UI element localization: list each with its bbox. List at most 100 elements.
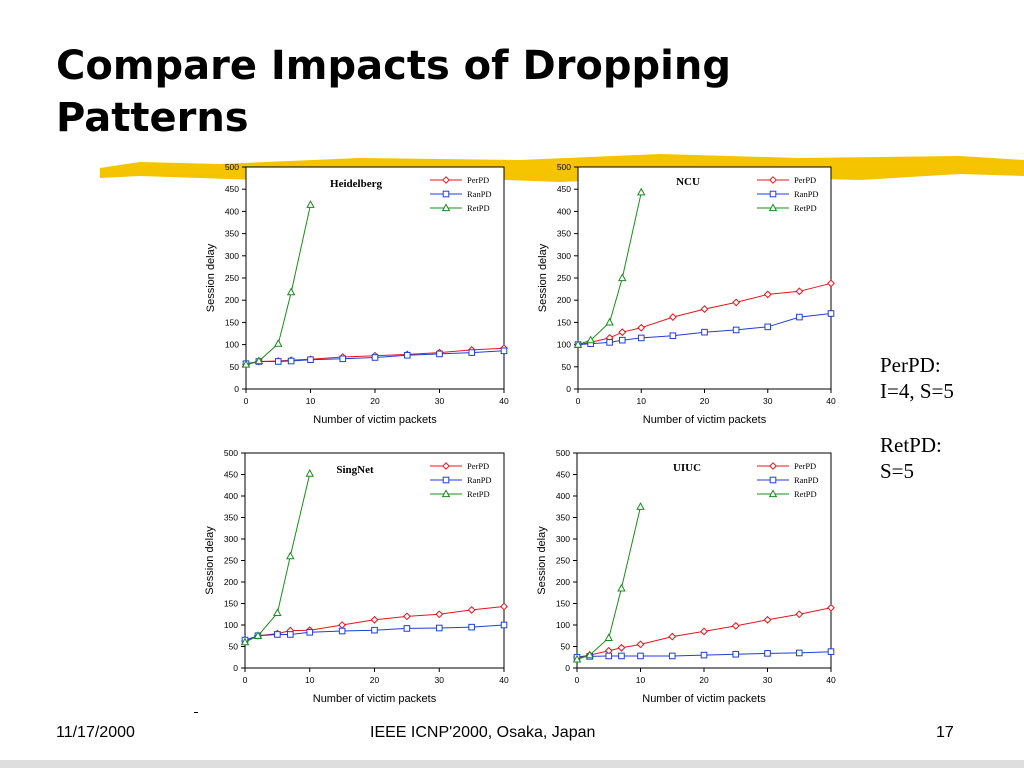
footer-rule (0, 760, 1024, 768)
data-point-ranpd (371, 626, 378, 634)
y-tick-label: 0 (566, 384, 571, 394)
chart-title: Heidelberg (330, 178, 382, 190)
data-point-ranpd (764, 650, 771, 657)
data-point-retpd (637, 187, 646, 196)
data-point-retpd (617, 583, 626, 592)
data-point-retpd (274, 339, 283, 347)
data-point-ranpd (701, 328, 708, 336)
y-tick-label: 300 (556, 534, 570, 544)
x-tick-label: 10 (306, 396, 316, 406)
x-tick-label: 20 (700, 396, 710, 406)
y-tick-label: 300 (557, 251, 571, 261)
data-point-ranpd (795, 649, 803, 657)
y-tick-label: 350 (556, 513, 570, 523)
legend-label-perpd: PerPD (467, 461, 489, 471)
y-tick-label: 100 (224, 620, 238, 630)
legend-swatch-marker (769, 176, 777, 184)
data-point-perpd (617, 643, 626, 652)
x-tick-label: 20 (370, 396, 380, 406)
data-point-ranpd (468, 623, 475, 631)
y-tick-label: 450 (224, 470, 238, 480)
data-point-retpd (572, 654, 582, 663)
y-tick-label: 200 (224, 577, 238, 587)
y-axis-label: Session delay (536, 526, 548, 595)
legend-swatch-marker (769, 190, 777, 198)
y-tick-label: 100 (557, 340, 571, 350)
y-tick-label: 450 (556, 470, 570, 480)
data-point-ranpd (436, 350, 443, 358)
y-tick-label: 300 (224, 534, 238, 544)
y-tick-label: 150 (557, 317, 571, 327)
data-point-ranpd (500, 347, 508, 355)
y-tick-label: 250 (225, 273, 239, 283)
legend-label-ranpd: RanPD (794, 475, 819, 485)
data-point-retpd (305, 469, 314, 477)
data-point-perpd (763, 615, 772, 624)
data-point-retpd (254, 356, 264, 365)
y-axis-label: Session delay (204, 526, 216, 595)
legend-label-ranpd: RanPD (794, 189, 819, 199)
y-tick-label: 350 (225, 229, 239, 239)
retpd-note: RetPD: S=5 (880, 432, 1020, 484)
chart-title: SingNet (336, 464, 374, 476)
data-point-ranpd (764, 323, 772, 331)
data-point-ranpd (827, 310, 835, 317)
x-tick-label: 40 (499, 396, 509, 406)
y-tick-label: 250 (556, 556, 570, 566)
x-tick-label: 0 (576, 396, 581, 406)
data-point-ranpd (606, 339, 613, 346)
perpd-note-label: PerPD: (880, 353, 941, 377)
data-point-perpd (370, 615, 379, 624)
data-point-retpd (636, 502, 645, 510)
y-tick-label: 200 (556, 577, 570, 587)
x-tick-label: 30 (435, 675, 445, 685)
data-point-ranpd (338, 627, 346, 635)
plot-area (577, 166, 832, 390)
data-point-perpd (827, 279, 835, 288)
y-tick-label: 200 (557, 295, 571, 305)
legend-label-retpd: RetPD (467, 203, 490, 213)
data-point-retpd (240, 637, 250, 646)
slide-title: Compare Impacts of Dropping Patterns (56, 40, 956, 144)
data-point-ranpd (732, 650, 740, 658)
data-point-ranpd (287, 631, 294, 638)
data-point-perpd (700, 305, 709, 313)
data-point-perpd (763, 290, 772, 299)
data-point-perpd (795, 287, 804, 296)
y-tick-label: 250 (557, 273, 571, 283)
x-tick-label: 10 (305, 675, 315, 685)
x-axis-label: Number of victim packets (313, 414, 437, 426)
data-point-perpd (732, 298, 741, 307)
y-tick-label: 400 (224, 491, 238, 501)
chart-uiuc: 0 50 100 150 200 250 300 350 400 450 500 0 10 20 30 40 N… (536, 448, 836, 705)
data-point-ranpd (827, 648, 835, 655)
y-tick-label: 50 (230, 362, 240, 372)
x-tick-label: 10 (637, 396, 647, 406)
x-axis-label: Number of victim packets (643, 414, 767, 426)
y-tick-label: 100 (225, 340, 239, 350)
legend-swatch-marker (769, 476, 777, 484)
data-point-ranpd (618, 652, 625, 660)
data-point-retpd (573, 339, 583, 348)
y-tick-label: 500 (557, 162, 571, 172)
data-point-retpd (604, 633, 613, 641)
y-tick-label: 100 (556, 620, 570, 630)
legend-swatch-marker (441, 203, 451, 212)
data-point-retpd (286, 551, 295, 560)
y-tick-label: 150 (225, 317, 239, 327)
chart-ncu: 0 50 100 150 200 250 300 350 400 450 500 0 10 20 30 40 N… (537, 162, 836, 426)
x-tick-label: 0 (575, 675, 580, 685)
legend-swatch-marker (769, 462, 777, 470)
data-point-ranpd (500, 621, 508, 629)
y-tick-label: 500 (556, 448, 570, 458)
data-point-retpd (241, 359, 251, 368)
data-point-ranpd (637, 652, 644, 660)
slide-title-line2: Patterns (56, 95, 249, 141)
data-point-perpd (668, 632, 677, 641)
x-tick-label: 10 (636, 675, 646, 685)
data-point-perpd (500, 602, 508, 611)
data-point-retpd (253, 631, 263, 639)
chart-title: NCU (676, 176, 700, 188)
data-point-perpd (618, 328, 627, 337)
